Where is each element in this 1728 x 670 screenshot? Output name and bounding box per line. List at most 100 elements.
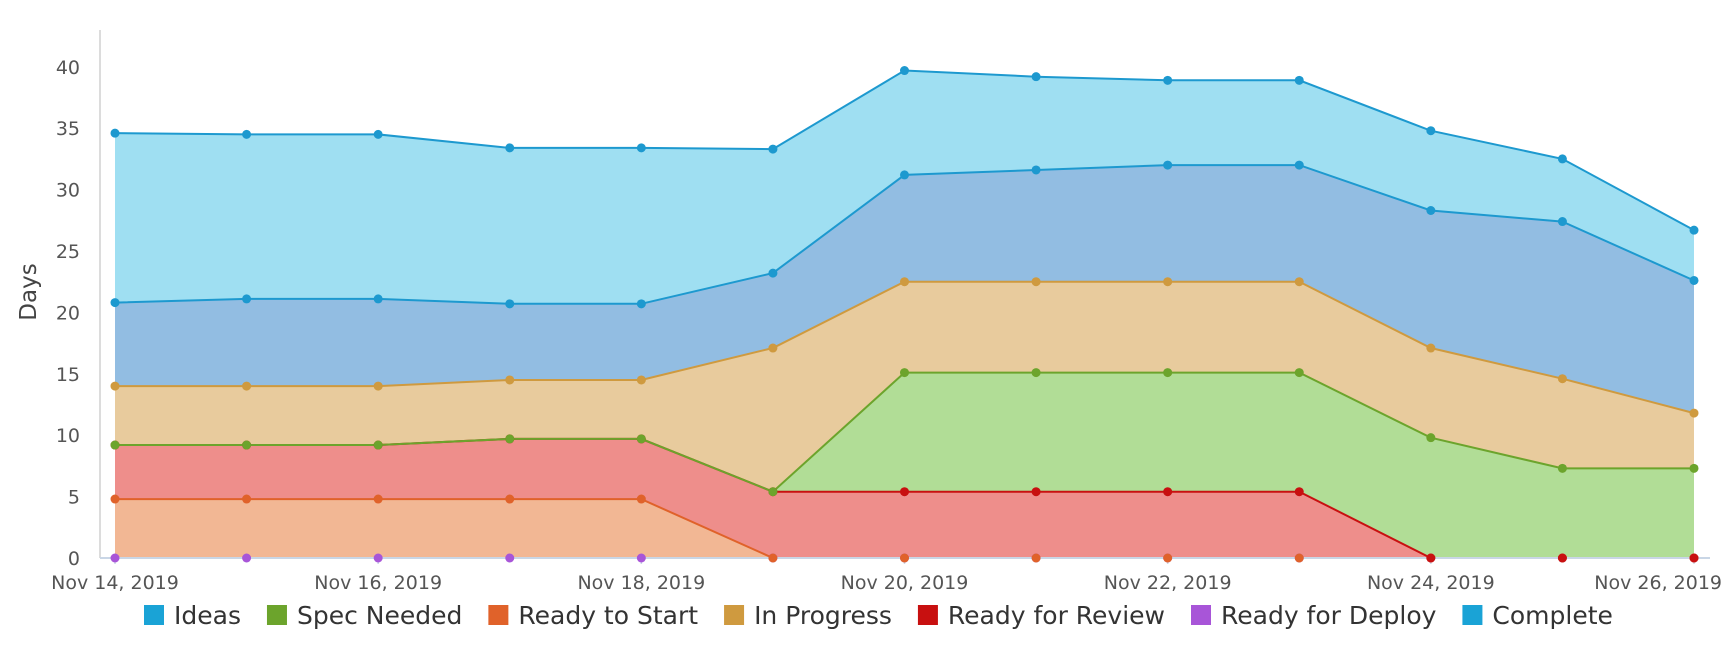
point-ready-to-start-2019-11-22[interactable] (1163, 553, 1173, 563)
y-tick-label: 5 (68, 487, 80, 509)
point-ideas-2019-11-23[interactable] (1294, 75, 1304, 85)
point-complete-2019-11-19[interactable] (768, 268, 778, 278)
point-spec-needed-2019-11-14[interactable] (110, 440, 120, 450)
point-ideas-2019-11-14[interactable] (110, 128, 120, 138)
legend-label: Ready for Deploy (1221, 601, 1437, 630)
legend-item-spec-needed[interactable]: Spec Needed (266, 601, 462, 630)
legend-swatch (724, 605, 745, 625)
point-complete-2019-11-21[interactable] (1031, 165, 1041, 175)
point-ready-for-deploy-2019-11-18[interactable] (636, 553, 646, 563)
point-in-progress-2019-11-15[interactable] (242, 381, 252, 391)
legend-item-ready-for-deploy[interactable]: Ready for Deploy (1191, 601, 1437, 630)
point-ideas-2019-11-18[interactable] (636, 143, 646, 153)
legend-item-in-progress[interactable]: In Progress (724, 601, 892, 630)
point-complete-2019-11-24[interactable] (1426, 206, 1436, 216)
point-ready-to-start-2019-11-19[interactable] (768, 553, 778, 563)
legend[interactable]: Ideas Spec Needed Ready to Start In Progres… (144, 601, 1613, 630)
point-ready-for-deploy-2019-11-16[interactable] (373, 553, 383, 563)
point-ready-to-start-2019-11-15[interactable] (242, 494, 252, 504)
point-spec-needed-2019-11-23[interactable] (1294, 368, 1304, 378)
point-spec-needed-2019-11-16[interactable] (373, 440, 383, 450)
point-ideas-2019-11-20[interactable] (900, 66, 909, 76)
point-complete-2019-11-16[interactable] (373, 294, 383, 304)
point-spec-needed-2019-11-24[interactable] (1426, 433, 1436, 443)
point-ready-for-review-2019-11-22[interactable] (1163, 487, 1173, 497)
point-ideas-2019-11-26[interactable] (1689, 225, 1699, 235)
point-complete-2019-11-15[interactable] (242, 294, 252, 304)
point-ready-for-review-2019-11-23[interactable] (1294, 487, 1304, 497)
point-spec-needed-2019-11-20[interactable] (900, 368, 909, 378)
legend-swatch (144, 605, 164, 625)
point-spec-needed-2019-11-25[interactable] (1557, 463, 1567, 473)
legend-item-ideas[interactable]: Ideas (144, 601, 241, 630)
y-tick-label: 20 (56, 302, 80, 324)
point-in-progress-2019-11-16[interactable] (373, 381, 383, 391)
x-tick-label: Nov 26, 2019 (1594, 572, 1722, 594)
point-ready-for-review-2019-11-24[interactable] (1426, 553, 1436, 563)
point-ideas-2019-11-21[interactable] (1031, 72, 1041, 82)
point-ready-to-start-2019-11-21[interactable] (1031, 553, 1041, 563)
legend-swatch (1191, 605, 1211, 625)
point-spec-needed-2019-11-17[interactable] (505, 434, 515, 444)
point-ready-for-review-2019-11-26[interactable] (1689, 553, 1699, 563)
point-in-progress-2019-11-24[interactable] (1426, 343, 1436, 353)
point-ready-for-review-2019-11-21[interactable] (1031, 487, 1041, 497)
point-ready-to-start-2019-11-20[interactable] (900, 553, 909, 563)
point-spec-needed-2019-11-26[interactable] (1689, 463, 1699, 473)
point-in-progress-2019-11-25[interactable] (1557, 374, 1567, 384)
point-ideas-2019-11-15[interactable] (242, 129, 252, 139)
legend-label: Spec Needed (297, 601, 462, 630)
point-spec-needed-2019-11-21[interactable] (1031, 368, 1041, 378)
point-complete-2019-11-23[interactable] (1294, 160, 1304, 170)
point-ideas-2019-11-24[interactable] (1426, 126, 1436, 136)
point-ideas-2019-11-17[interactable] (505, 143, 515, 153)
point-complete-2019-11-14[interactable] (110, 298, 120, 308)
point-ready-to-start-2019-11-14[interactable] (110, 494, 120, 504)
point-ideas-2019-11-19[interactable] (768, 144, 778, 154)
point-ready-to-start-2019-11-23[interactable] (1294, 553, 1304, 563)
point-complete-2019-11-17[interactable] (505, 299, 515, 309)
x-tick-label: Nov 16, 2019 (314, 572, 442, 594)
point-ready-to-start-2019-11-18[interactable] (636, 494, 646, 504)
legend-label: Ideas (174, 601, 241, 630)
area-complete (115, 165, 1694, 414)
point-in-progress-2019-11-22[interactable] (1163, 277, 1173, 287)
point-ideas-2019-11-22[interactable] (1163, 75, 1173, 85)
point-ready-for-review-2019-11-20[interactable] (900, 487, 909, 497)
point-in-progress-2019-11-18[interactable] (636, 375, 646, 385)
point-in-progress-2019-11-20[interactable] (900, 277, 909, 287)
point-ready-to-start-2019-11-16[interactable] (373, 494, 383, 504)
y-tick-label: 40 (56, 57, 80, 79)
legend-item-complete[interactable]: Complete (1462, 601, 1613, 630)
point-complete-2019-11-25[interactable] (1557, 217, 1567, 227)
point-spec-needed-2019-11-19[interactable] (768, 487, 778, 497)
point-complete-2019-11-26[interactable] (1689, 275, 1699, 285)
x-tick-label: Nov 22, 2019 (1104, 572, 1232, 594)
point-ready-for-deploy-2019-11-15[interactable] (242, 553, 252, 563)
point-spec-needed-2019-11-15[interactable] (242, 440, 252, 450)
point-in-progress-2019-11-26[interactable] (1689, 408, 1699, 418)
y-tick-label: 0 (68, 548, 80, 570)
legend-swatch (488, 605, 509, 625)
point-in-progress-2019-11-21[interactable] (1031, 277, 1041, 287)
point-complete-2019-11-18[interactable] (636, 299, 646, 309)
point-ideas-2019-11-25[interactable] (1557, 154, 1567, 164)
legend-item-ready-to-start[interactable]: Ready to Start (488, 601, 698, 630)
point-in-progress-2019-11-19[interactable] (768, 343, 778, 353)
point-ready-for-review-2019-11-25[interactable] (1557, 553, 1567, 563)
legend-swatch (266, 605, 287, 625)
legend-item-ready-for-review[interactable]: Ready for Review (917, 601, 1165, 630)
point-in-progress-2019-11-23[interactable] (1294, 277, 1304, 287)
point-ready-for-deploy-2019-11-14[interactable] (110, 553, 120, 563)
series-points (110, 66, 1699, 563)
point-ready-for-deploy-2019-11-17[interactable] (505, 553, 515, 563)
point-in-progress-2019-11-14[interactable] (110, 381, 120, 391)
point-ready-to-start-2019-11-17[interactable] (505, 494, 515, 504)
point-spec-needed-2019-11-18[interactable] (636, 434, 646, 444)
point-complete-2019-11-22[interactable] (1163, 160, 1173, 170)
y-tick-label: 10 (56, 425, 80, 447)
point-complete-2019-11-20[interactable] (900, 170, 909, 180)
point-ideas-2019-11-16[interactable] (373, 129, 383, 139)
point-spec-needed-2019-11-22[interactable] (1163, 368, 1173, 378)
point-in-progress-2019-11-17[interactable] (505, 375, 515, 385)
